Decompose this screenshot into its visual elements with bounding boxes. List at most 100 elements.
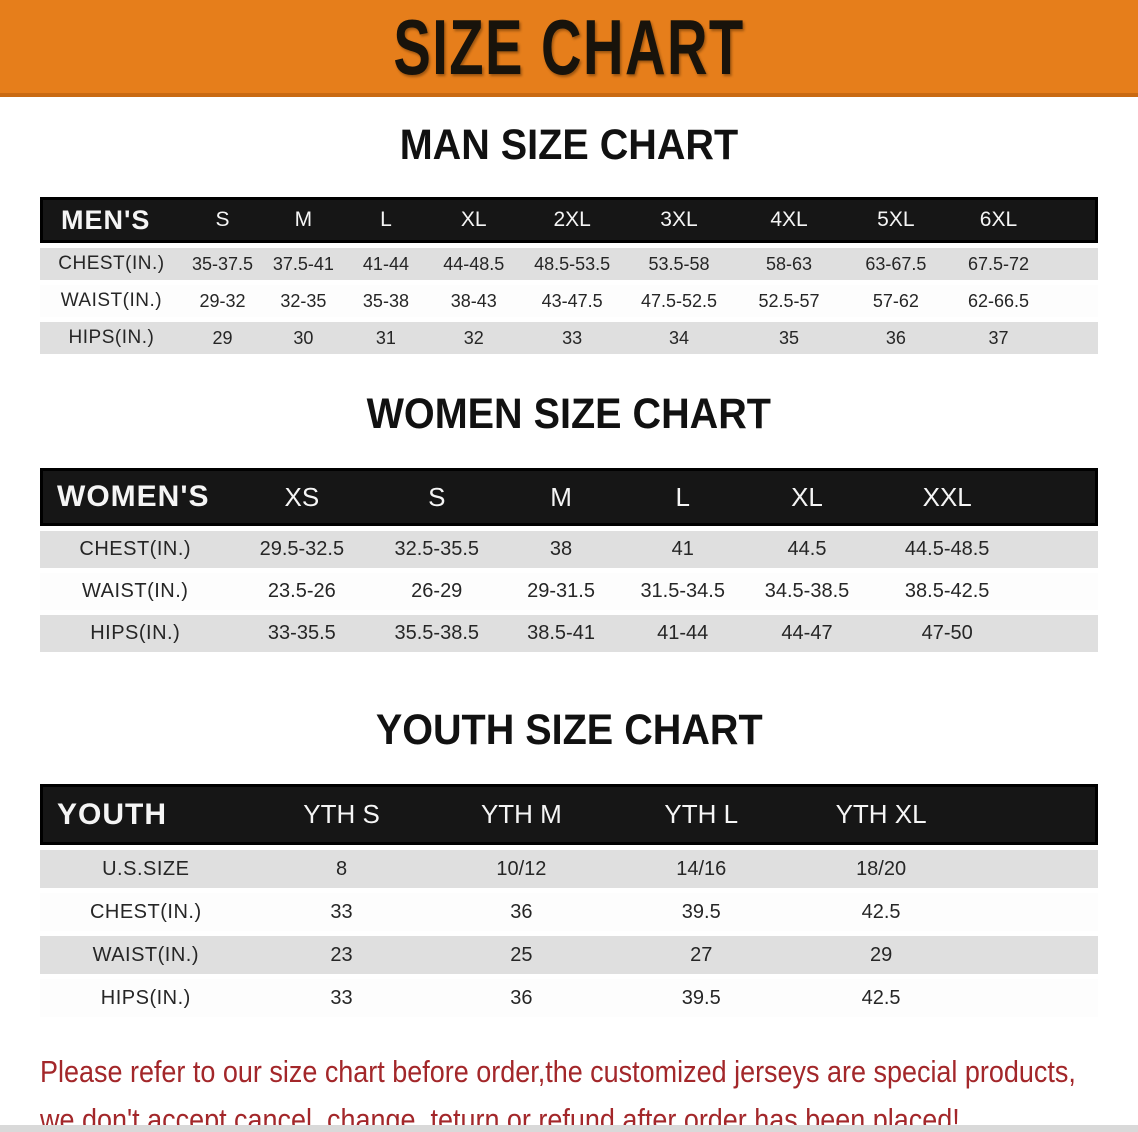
men-chest-row: CHEST(IN.) 35-37.5 37.5-41 41-44 44-48.5…	[40, 248, 1098, 280]
banner-title: SIZE CHART	[393, 2, 745, 91]
column-header-cell: 3XL	[623, 197, 734, 243]
value-cell: 67.5-72	[947, 248, 1050, 280]
men-waist-row: WAIST(IN.) 29-32 32-35 35-38 38-43 43-47…	[40, 285, 1098, 317]
column-header-cell: L	[621, 468, 744, 526]
spacer-cell	[971, 850, 1098, 888]
value-cell: 36	[431, 979, 612, 1017]
men-size-table: MEN'S S M L XL 2XL 3XL 4XL 5XL 6XL CHEST…	[40, 192, 1098, 359]
value-cell: 10/12	[431, 850, 612, 888]
value-cell: 25	[431, 936, 612, 974]
spacer-cell	[1049, 248, 1098, 280]
spacer-cell	[971, 979, 1098, 1017]
column-header-cell: YTH M	[431, 784, 612, 845]
column-header-cell: XXL	[870, 468, 1024, 526]
women-table-label: WOMEN'S	[40, 468, 231, 526]
column-header-cell: S	[373, 468, 501, 526]
column-header-cell: 2XL	[520, 197, 624, 243]
value-cell: 32.5-35.5	[373, 531, 501, 568]
youth-size-table: YOUTH YTH S YTH M YTH L YTH XL U.S.SIZE …	[40, 779, 1098, 1022]
row-label-cell: HIPS(IN.)	[40, 979, 252, 1017]
value-cell: 35-37.5	[182, 248, 263, 280]
men-table-label: MEN'S	[40, 197, 183, 243]
value-cell: 26-29	[373, 573, 501, 610]
value-cell: 29	[791, 936, 972, 974]
value-cell: 62-66.5	[947, 285, 1050, 317]
value-cell: 29-31.5	[500, 573, 622, 610]
value-cell: 41	[621, 531, 744, 568]
column-header-cell: S	[182, 197, 263, 243]
spacer-cell	[1049, 322, 1098, 354]
women-chest-row: CHEST(IN.) 29.5-32.5 32.5-35.5 38 41 44.…	[40, 531, 1098, 568]
value-cell: 35	[734, 322, 845, 354]
column-header-cell: XL	[427, 197, 521, 243]
value-cell: 44-48.5	[427, 248, 521, 280]
value-cell: 23	[251, 936, 432, 974]
women-waist-row: WAIST(IN.) 23.5-26 26-29 29-31.5 31.5-34…	[40, 573, 1098, 610]
spacer-cell	[1049, 197, 1098, 243]
value-cell: 52.5-57	[734, 285, 845, 317]
youth-size-chart-title: YOUTH SIZE CHART	[0, 709, 1138, 752]
value-cell: 33	[251, 893, 432, 931]
value-cell: 29-32	[182, 285, 263, 317]
value-cell: 47.5-52.5	[623, 285, 734, 317]
value-cell: 18/20	[791, 850, 972, 888]
column-header-cell: XS	[230, 468, 374, 526]
women-header-row: WOMEN'S XS S M L XL XXL	[40, 468, 1098, 526]
value-cell: 30	[262, 322, 345, 354]
column-header-cell: M	[500, 468, 622, 526]
column-header-cell: 4XL	[734, 197, 845, 243]
column-header-cell: XL	[743, 468, 871, 526]
disclaimer-line-1: Please refer to our size chart before or…	[40, 1054, 1076, 1089]
value-cell: 37	[947, 322, 1050, 354]
youth-table-label: YOUTH	[40, 784, 252, 845]
value-cell: 47-50	[870, 615, 1024, 652]
value-cell: 23.5-26	[230, 573, 374, 610]
value-cell: 8	[251, 850, 432, 888]
youth-ussize-row: U.S.SIZE 8 10/12 14/16 18/20	[40, 850, 1098, 888]
value-cell: 41-44	[621, 615, 744, 652]
youth-header-row: YOUTH YTH S YTH M YTH L YTH XL	[40, 784, 1098, 845]
value-cell: 32-35	[262, 285, 345, 317]
value-cell: 38.5-41	[500, 615, 622, 652]
women-hips-row: HIPS(IN.) 33-35.5 35.5-38.5 38.5-41 41-4…	[40, 615, 1098, 652]
row-label-cell: HIPS(IN.)	[40, 322, 183, 354]
value-cell: 48.5-53.5	[520, 248, 624, 280]
spacer-cell	[1023, 531, 1098, 568]
value-cell: 14/16	[611, 850, 792, 888]
spacer-cell	[1049, 285, 1098, 317]
value-cell: 34.5-38.5	[743, 573, 871, 610]
value-cell: 31.5-34.5	[621, 573, 744, 610]
row-label-cell: WAIST(IN.)	[40, 573, 231, 610]
value-cell: 38-43	[427, 285, 521, 317]
value-cell: 44-47	[743, 615, 871, 652]
row-label-cell: HIPS(IN.)	[40, 615, 231, 652]
value-cell: 27	[611, 936, 792, 974]
women-size-chart-title: WOMEN SIZE CHART	[0, 393, 1138, 436]
value-cell: 32	[427, 322, 521, 354]
value-cell: 39.5	[611, 979, 792, 1017]
row-label-cell: WAIST(IN.)	[40, 285, 183, 317]
value-cell: 53.5-58	[623, 248, 734, 280]
column-header-cell: M	[262, 197, 345, 243]
banner: SIZE CHART	[0, 0, 1138, 97]
women-size-table: WOMEN'S XS S M L XL XXL CHEST(IN.) 29.5-…	[40, 463, 1098, 657]
value-cell: 36	[431, 893, 612, 931]
value-cell: 39.5	[611, 893, 792, 931]
value-cell: 57-62	[844, 285, 948, 317]
value-cell: 33	[251, 979, 432, 1017]
bottom-strip	[0, 1125, 1138, 1132]
men-header-row: MEN'S S M L XL 2XL 3XL 4XL 5XL 6XL	[40, 197, 1098, 243]
value-cell: 42.5	[791, 893, 972, 931]
men-hips-row: HIPS(IN.) 29 30 31 32 33 34 35 36 37	[40, 322, 1098, 354]
value-cell: 58-63	[734, 248, 845, 280]
value-cell: 41-44	[344, 248, 428, 280]
value-cell: 38.5-42.5	[870, 573, 1024, 610]
row-label-cell: CHEST(IN.)	[40, 248, 183, 280]
spacer-cell	[1023, 468, 1098, 526]
row-label-cell: CHEST(IN.)	[40, 531, 231, 568]
value-cell: 37.5-41	[262, 248, 345, 280]
column-header-cell: 5XL	[844, 197, 948, 243]
value-cell: 43-47.5	[520, 285, 624, 317]
value-cell: 29	[182, 322, 263, 354]
